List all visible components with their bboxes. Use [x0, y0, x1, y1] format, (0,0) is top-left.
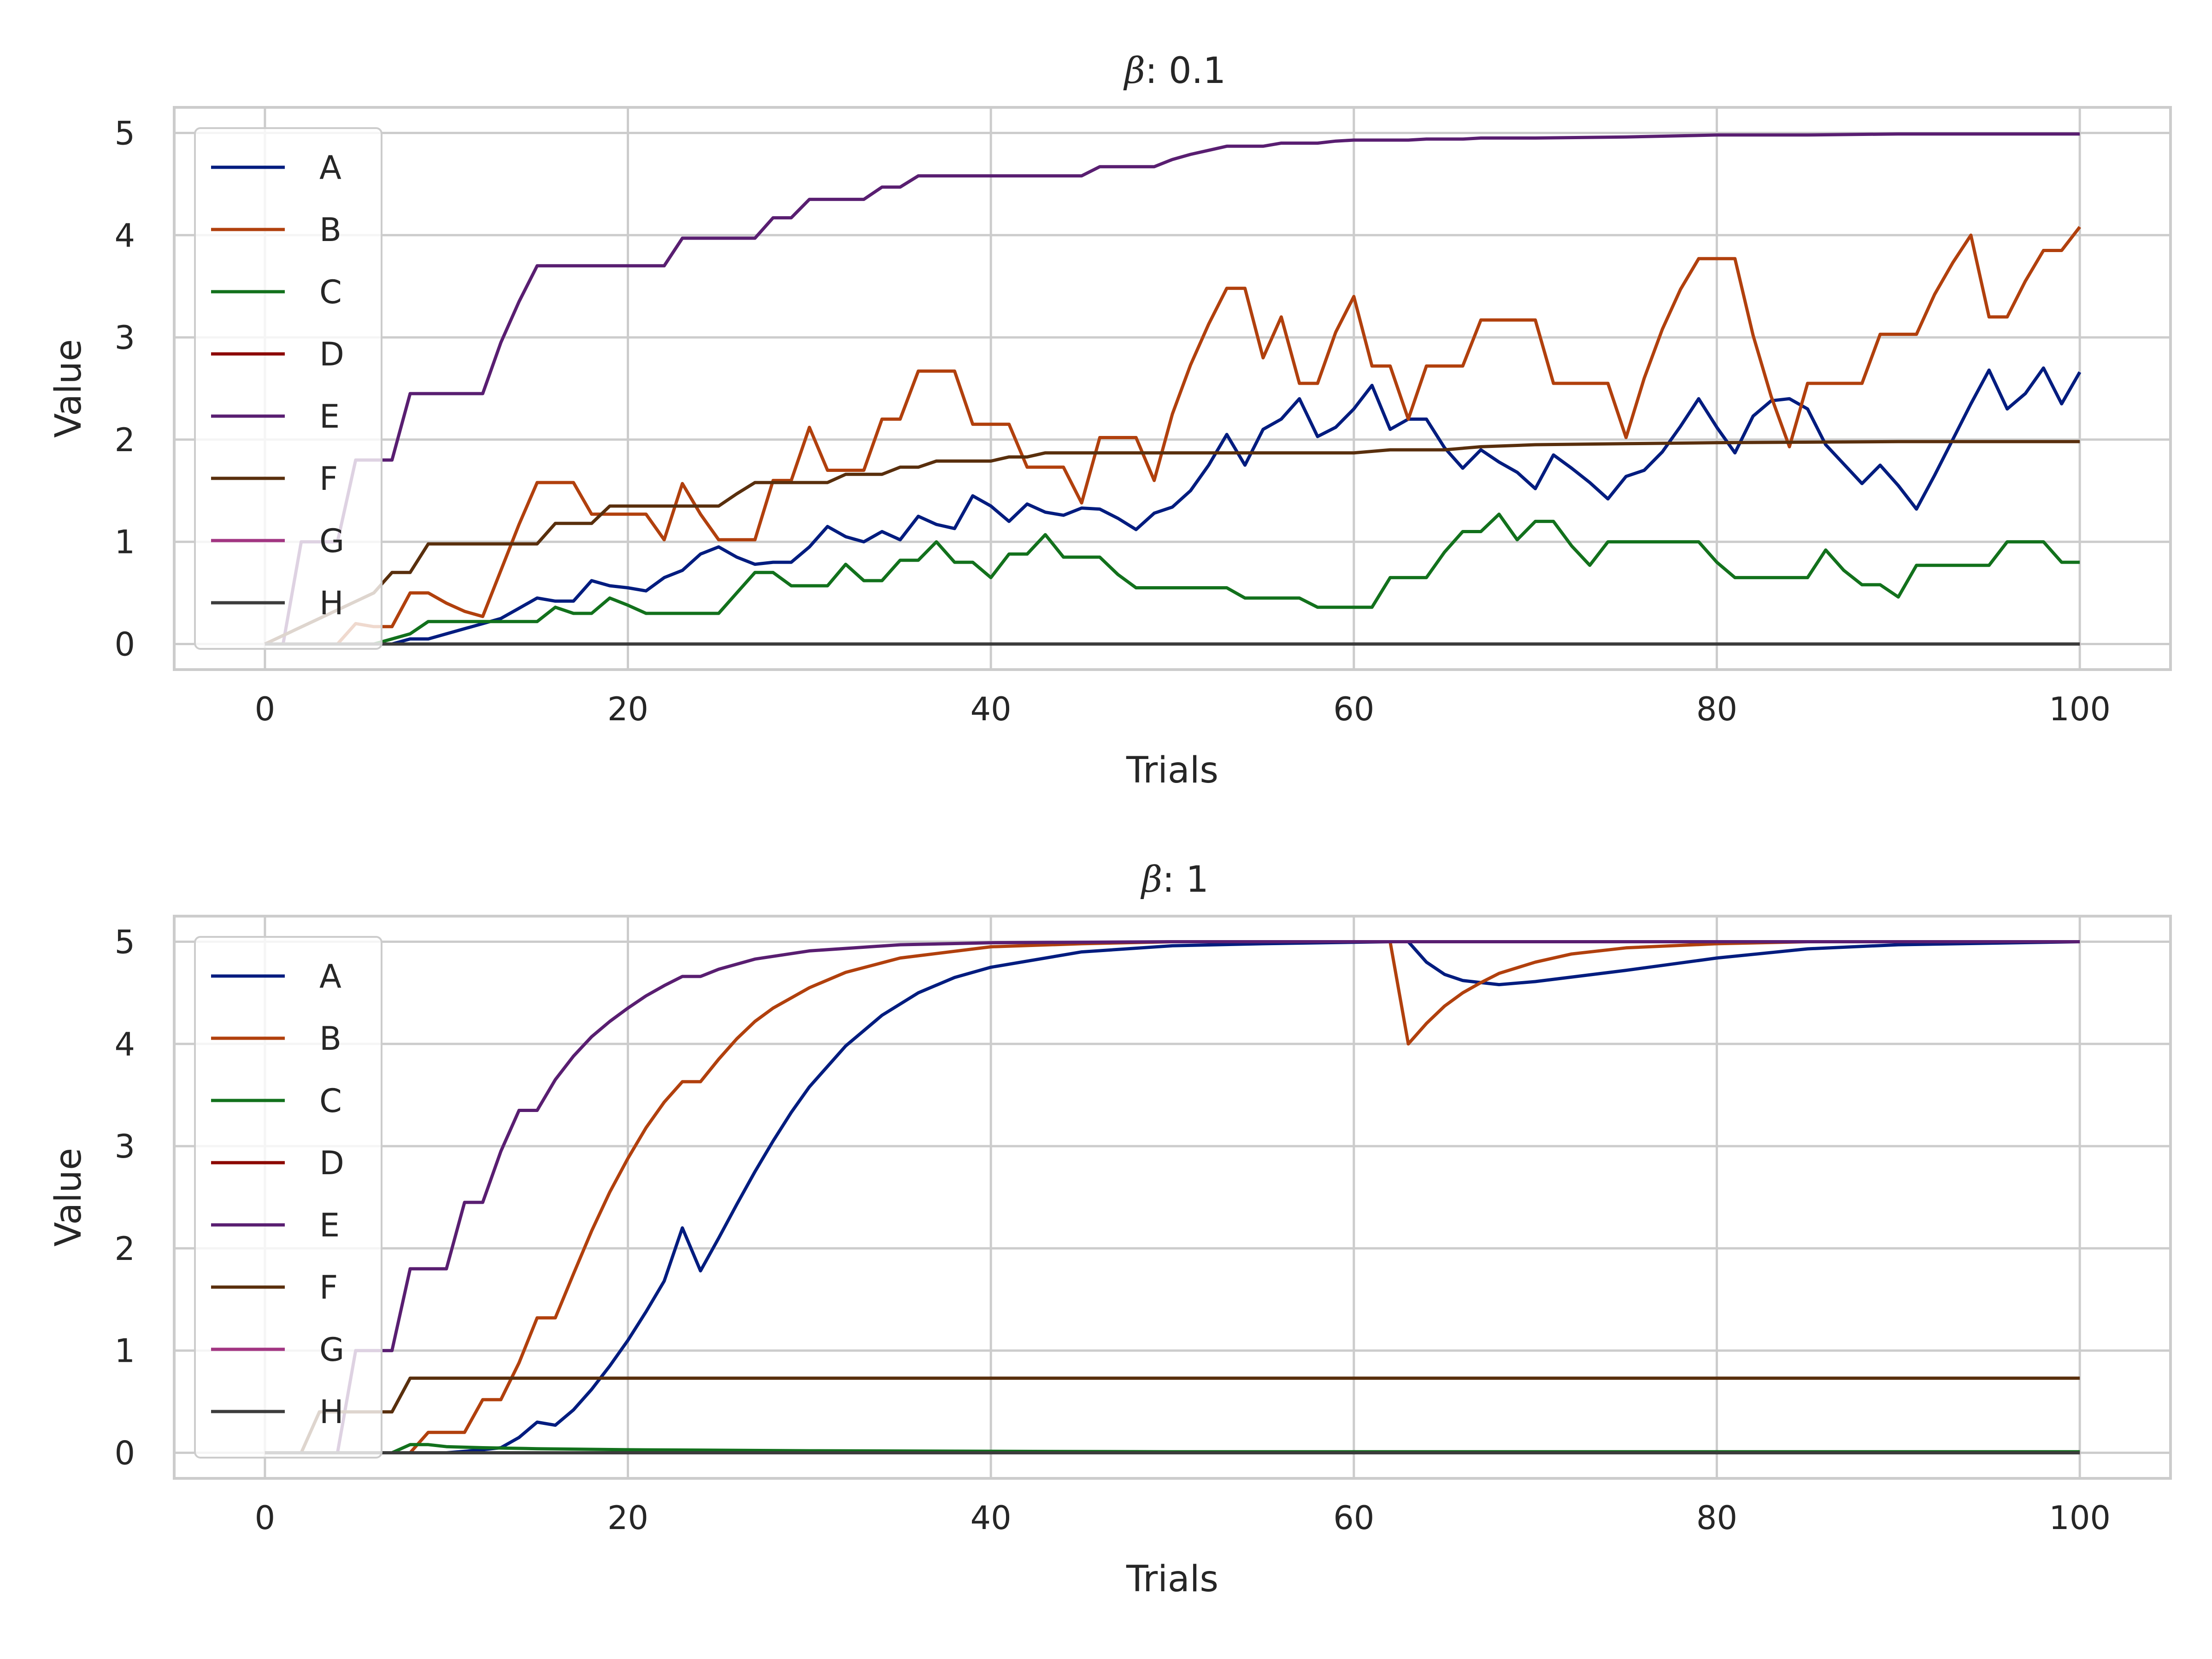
y-tick-label: 3: [114, 1128, 135, 1165]
grid: [174, 107, 2171, 670]
y-tick-label: 1: [114, 1332, 135, 1370]
series-line-A: [265, 940, 2080, 1454]
legend-label-C: C: [319, 273, 342, 311]
x-axis-label: Trials: [1126, 1559, 1218, 1600]
x-tick-labels: 0 20 40 60 80 100: [255, 690, 2111, 728]
x-axis-label: Trials: [1126, 750, 1218, 791]
series-line-B: [265, 940, 2080, 1454]
y-tick-labels: 0 1 2 3 4 5: [114, 923, 135, 1472]
series-line-F: [264, 440, 2080, 646]
y-tick-labels: 0 1 2 3 4 5: [114, 114, 135, 663]
legend-label-F: F: [319, 460, 338, 498]
y-tick-label: 4: [114, 217, 135, 254]
plot-frame: [173, 915, 2172, 1480]
x-tick-label: 100: [2049, 690, 2111, 728]
title-symbol: β: [1123, 50, 1145, 92]
x-tick-label: 60: [1333, 690, 1374, 728]
legend-label-H: H: [319, 1393, 344, 1431]
legend-label-F: F: [319, 1269, 338, 1306]
x-tick-label: 40: [971, 1499, 1012, 1537]
y-axis-label: Value: [48, 339, 89, 438]
x-tick-label: 20: [607, 1499, 648, 1537]
series-lines: [265, 940, 2080, 1454]
legend-label-A: A: [319, 958, 341, 995]
y-tick-label: 0: [114, 1435, 135, 1472]
legend-box: [194, 127, 382, 650]
series-line-A: [265, 366, 2082, 646]
x-tick-label: 40: [971, 690, 1012, 728]
series-line-B: [265, 226, 2081, 646]
legend-label-E: E: [319, 1206, 340, 1244]
x-tick-label: 60: [1333, 1499, 1374, 1537]
legend-label-G: G: [319, 522, 344, 560]
legend-label-E: E: [319, 398, 340, 435]
legend-label-G: G: [319, 1331, 344, 1369]
series-line-E: [265, 940, 2080, 1454]
x-tick-labels: 0 20 40 60 80 100: [255, 1499, 2111, 1537]
chart-panel-beta-1: β: 1 0 20 40 60 80 100 0 1 2 3 4 5 Trials Value AB…: [48, 859, 2172, 1600]
legend-label-H: H: [319, 584, 344, 622]
series-line-C: [265, 512, 2080, 646]
title-value: : 0.1: [1145, 50, 1226, 92]
y-tick-label: 2: [114, 1230, 135, 1268]
x-tick-label: 0: [255, 1499, 276, 1537]
x-tick-label: 100: [2049, 1499, 2111, 1537]
series-line-E: [265, 132, 2080, 646]
series-line-C: [265, 1443, 2080, 1454]
y-tick-label: 1: [114, 524, 135, 561]
y-tick-label: 4: [114, 1025, 135, 1063]
legend-label-B: B: [319, 211, 341, 249]
legend-label-A: A: [319, 149, 341, 187]
legend-label-C: C: [319, 1082, 342, 1120]
x-tick-label: 80: [1696, 1499, 1737, 1537]
chart-title: β: 0.1: [1123, 50, 1226, 92]
x-tick-label: 0: [255, 690, 276, 728]
title-value: : 1: [1162, 859, 1209, 900]
plot-frame: [173, 106, 2172, 671]
title-symbol: β: [1140, 859, 1162, 900]
y-tick-label: 5: [114, 114, 135, 152]
chart-title: β: 1: [1140, 859, 1209, 900]
x-tick-label: 80: [1696, 690, 1737, 728]
x-tick-label: 20: [607, 690, 648, 728]
y-tick-label: 2: [114, 421, 135, 459]
legend-label-B: B: [319, 1020, 341, 1058]
y-tick-label: 5: [114, 923, 135, 961]
legend-box: [194, 936, 382, 1459]
legend-label-D: D: [319, 335, 344, 373]
series-lines: [264, 132, 2082, 646]
y-axis-label: Value: [48, 1148, 89, 1247]
legend-label-D: D: [319, 1144, 344, 1182]
y-tick-label: 0: [114, 626, 135, 664]
y-tick-label: 3: [114, 319, 135, 357]
